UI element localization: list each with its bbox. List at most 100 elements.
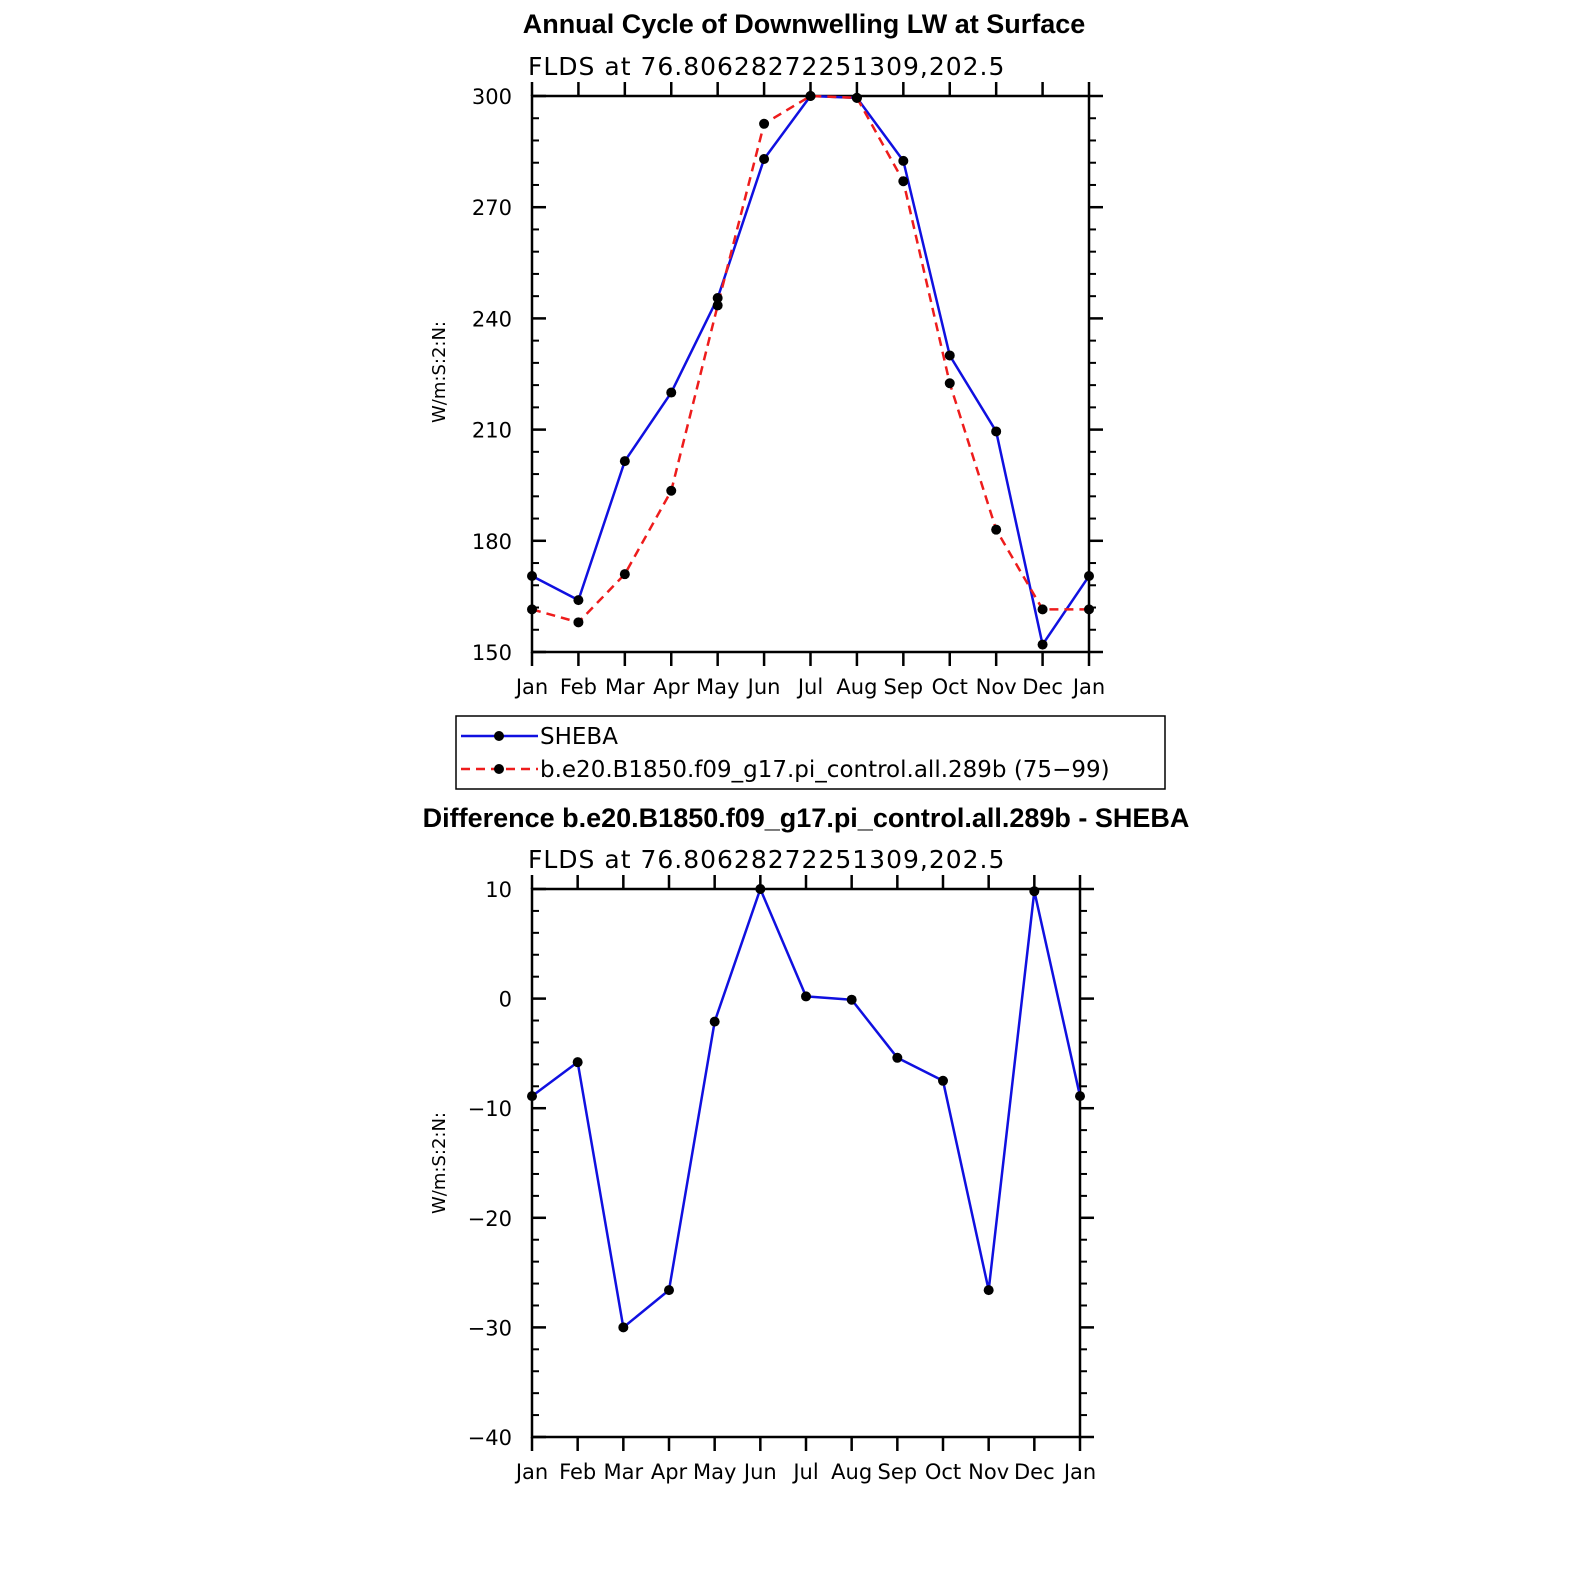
data-point-0	[618, 1322, 629, 1333]
series-line-0	[531, 887, 1082, 1329]
data-point-0	[759, 154, 770, 165]
x-tick-label: Jan	[1071, 675, 1105, 699]
y-tick-label: 0	[499, 988, 512, 1012]
data-point-0	[1029, 886, 1040, 897]
data-point-0	[572, 1057, 583, 1068]
x-tick-label: Apr	[653, 675, 690, 699]
x-tick-label: May	[693, 1460, 736, 1484]
y-tick-label: 270	[472, 196, 512, 220]
data-point-1	[527, 604, 537, 615]
x-tick-label: Aug	[836, 675, 877, 699]
axis-ticks	[530, 82, 1103, 666]
data-point-1	[666, 485, 677, 496]
y-tick-label: −40	[468, 1426, 512, 1450]
y-tick-label: 180	[472, 530, 512, 554]
x-tick-label: Jul	[791, 1460, 818, 1484]
data-point-0	[1075, 1091, 1085, 1102]
legend-marker-model	[494, 764, 504, 774]
x-tick-label: Jan	[514, 675, 548, 699]
data-point-0	[755, 884, 766, 894]
x-tick-label: Dec	[1022, 675, 1063, 699]
series-group	[527, 884, 1085, 1333]
x-tick-label: Mar	[605, 675, 645, 699]
x-tick-label: Jul	[796, 675, 823, 699]
legend-label-sheba: SHEBA	[540, 724, 618, 750]
data-point-1	[1084, 604, 1094, 615]
legend-label-model: b.e20.B1850.f09_g17.pi_control.all.289b …	[540, 757, 1110, 783]
y-tick-labels: 150 180 210 240 270 300	[472, 85, 512, 665]
data-point-1	[1037, 604, 1048, 615]
data-point-0	[666, 387, 677, 398]
y-tick-label: 210	[472, 419, 512, 443]
data-point-1	[851, 92, 862, 103]
x-tick-label: Feb	[559, 1460, 596, 1484]
data-point-0	[709, 1016, 720, 1027]
data-point-0	[944, 350, 955, 361]
axis-ticks	[530, 875, 1094, 1451]
x-tick-label: Aug	[831, 1460, 872, 1484]
x-tick-labels: Jan Feb Mar Apr May Jun Jul Aug Sep Oct Nov Dec Jan	[514, 675, 1105, 699]
data-point-0	[664, 1285, 674, 1296]
data-point-0	[938, 1075, 948, 1086]
legend-marker-sheba	[494, 731, 504, 741]
x-tick-label: Mar	[604, 1460, 644, 1484]
y-tick-label: 300	[472, 85, 512, 109]
x-tick-label: Sep	[884, 675, 924, 699]
x-tick-label: Nov	[976, 675, 1017, 699]
data-point-0	[898, 155, 909, 166]
data-point-1	[573, 617, 584, 628]
x-tick-label: Jan	[1062, 1460, 1096, 1484]
annual-cycle-panel: Annual Cycle of Downwelling LW at Surfac…	[429, 9, 1105, 699]
data-point-1	[898, 176, 909, 187]
x-tick-label: Jan	[514, 1460, 548, 1484]
data-point-1	[759, 118, 770, 129]
x-tick-label: Jun	[746, 675, 781, 699]
y-tick-label: 150	[472, 641, 512, 665]
y-tick-labels: −40 −30 −20 −10 0 10	[468, 878, 512, 1450]
data-point-0	[1084, 571, 1094, 582]
x-tick-label: Oct	[932, 675, 968, 699]
y-tick-label: −30	[468, 1316, 512, 1340]
data-point-0	[983, 1285, 994, 1296]
y-tick-label: 240	[472, 307, 512, 331]
series-group	[527, 91, 1094, 650]
y-tick-label: 10	[485, 878, 512, 902]
x-tick-label: Nov	[968, 1460, 1009, 1484]
data-point-0	[846, 994, 857, 1005]
x-tick-labels: Jan Feb Mar Apr May Jun Jul Aug Sep Oct Nov Dec Jan	[514, 1460, 1096, 1484]
chart-subtitle: FLDS at 76.80628272251309,202.5	[528, 52, 1005, 81]
data-point-0	[1037, 639, 1048, 650]
legend-box	[455, 715, 1166, 790]
y-axis-label: W/m:S:2:N:	[429, 321, 450, 423]
x-tick-label: Dec	[1014, 1460, 1055, 1484]
x-tick-label: May	[696, 675, 739, 699]
legend: SHEBA b.e20.B1850.f09_g17.pi_control.all…	[455, 715, 1166, 790]
data-point-0	[527, 571, 537, 582]
difference-panel: Difference b.e20.B1850.f09_g17.pi_contro…	[423, 803, 1190, 1484]
data-point-0	[991, 426, 1002, 437]
data-point-0	[527, 1091, 537, 1102]
series-line-0	[531, 94, 1091, 646]
data-point-1	[712, 300, 723, 311]
x-tick-label: Apr	[651, 1460, 688, 1484]
data-point-1	[944, 378, 955, 389]
series-line-1	[531, 94, 1089, 624]
data-point-0	[573, 595, 584, 606]
x-tick-label: Jun	[742, 1460, 777, 1484]
y-tick-label: −10	[468, 1097, 512, 1121]
chart-title: Difference b.e20.B1850.f09_g17.pi_contro…	[423, 803, 1190, 833]
chart-title: Annual Cycle of Downwelling LW at Surfac…	[523, 9, 1086, 39]
x-tick-label: Oct	[925, 1460, 961, 1484]
x-tick-label: Feb	[560, 675, 597, 699]
chart-subtitle: FLDS at 76.80628272251309,202.5	[528, 845, 1005, 874]
data-point-0	[712, 293, 723, 304]
x-tick-label: Sep	[878, 1460, 918, 1484]
data-point-0	[892, 1052, 903, 1063]
data-point-0	[619, 456, 630, 467]
data-point-1	[619, 569, 630, 580]
data-point-0	[801, 991, 811, 1002]
data-point-1	[805, 91, 816, 101]
y-tick-label: −20	[468, 1207, 512, 1231]
plot-frame	[530, 94, 1091, 654]
